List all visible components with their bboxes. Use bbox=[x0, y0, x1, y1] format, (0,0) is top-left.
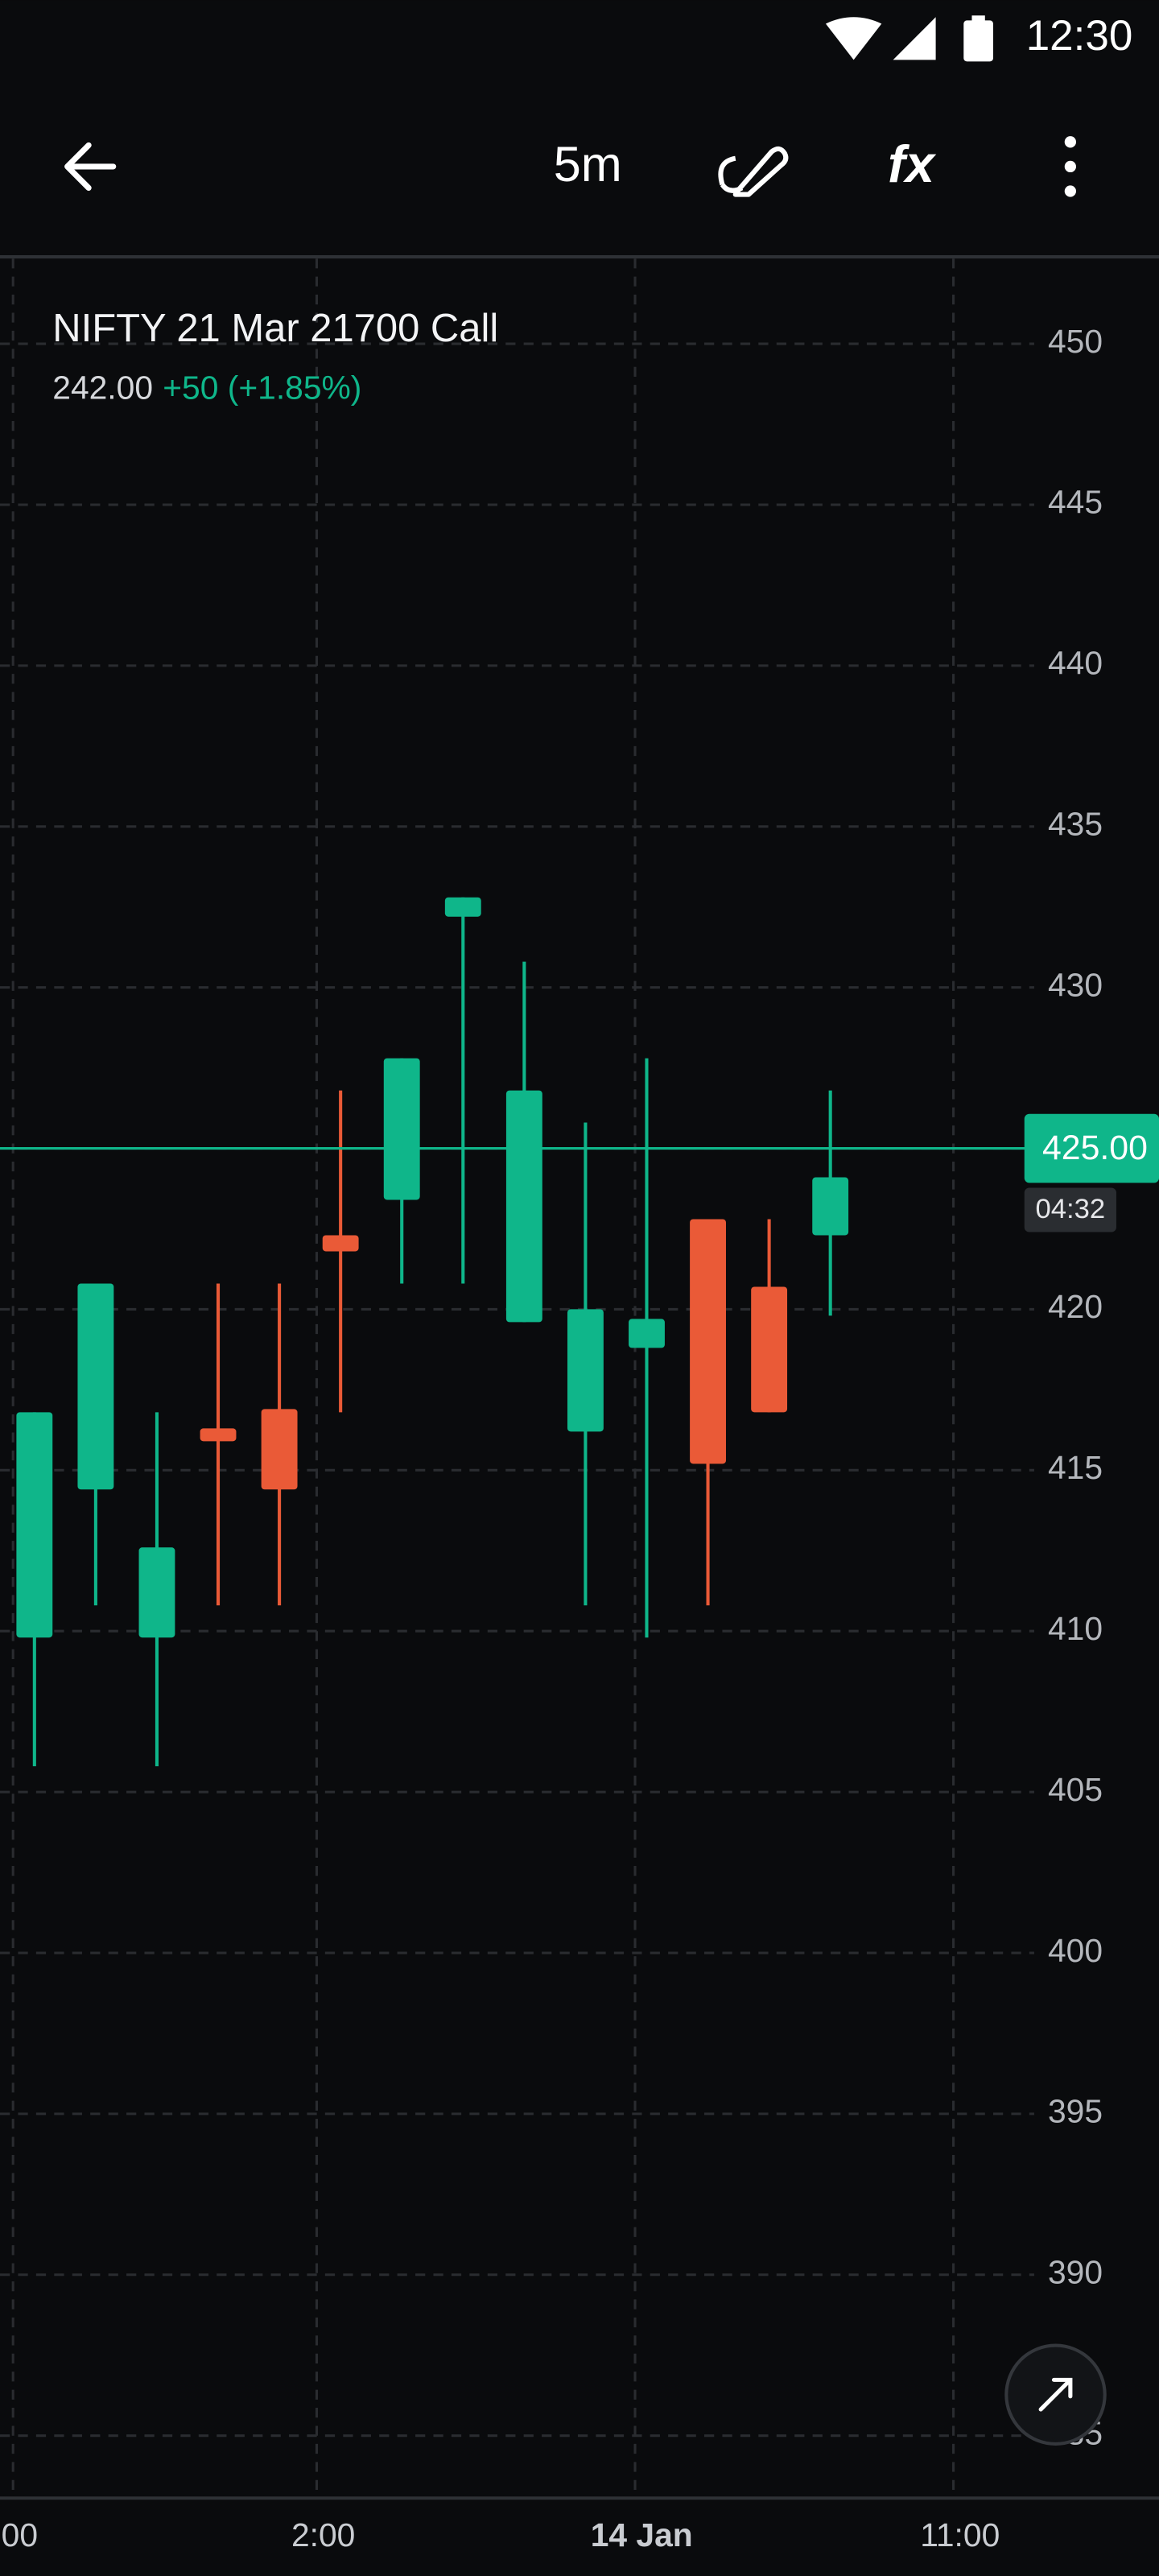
battery-icon bbox=[963, 20, 993, 62]
candle-body bbox=[383, 1058, 420, 1200]
x-tick-label: 11:00 bbox=[920, 2516, 1000, 2553]
reset-view-button[interactable] bbox=[1004, 2343, 1107, 2446]
price-summary: 242.00 +50 (+1.85%) bbox=[52, 369, 361, 406]
x-tick-label: 00 bbox=[2, 2516, 38, 2553]
price-badge bbox=[1024, 1113, 1159, 1183]
chart-title: NIFTY 21 Mar 21700 Call bbox=[52, 307, 498, 350]
candle-body bbox=[629, 1319, 665, 1348]
candle-body bbox=[751, 1286, 788, 1413]
battery-tip bbox=[971, 15, 985, 23]
x-tick-label: 14 Jan bbox=[591, 2516, 693, 2553]
clock: 12:30 bbox=[1026, 12, 1133, 60]
dot bbox=[1064, 185, 1076, 197]
draw-button[interactable] bbox=[718, 146, 789, 197]
dot bbox=[1064, 160, 1076, 173]
candle-body bbox=[138, 1547, 175, 1638]
candle-body bbox=[77, 1283, 114, 1490]
price-badge-label: 425.00 bbox=[1042, 1129, 1148, 1167]
candle-body bbox=[690, 1219, 726, 1464]
plot-area bbox=[0, 897, 1034, 1767]
countdown-label: 04:32 bbox=[1035, 1194, 1105, 1224]
arrow-icon bbox=[1038, 2377, 1073, 2412]
candle-body bbox=[261, 1409, 298, 1490]
axes: 4504454404354304254204154104054003953903… bbox=[2, 323, 1103, 2553]
overlay: 425.00 04:32 bbox=[1024, 1113, 1159, 1232]
price-change: +50 (+1.85%) bbox=[163, 369, 361, 406]
x-tick-label: 2:00 bbox=[291, 2516, 355, 2553]
wifi-icon bbox=[825, 17, 882, 60]
y-tick-label: 450 bbox=[1048, 323, 1103, 360]
pencil-icon bbox=[718, 146, 789, 197]
countdown-badge bbox=[1024, 1187, 1116, 1232]
dot bbox=[1064, 136, 1076, 148]
indicators-button[interactable]: fx bbox=[888, 134, 937, 193]
y-tick-label: 420 bbox=[1048, 1288, 1103, 1325]
y-tick-label: 435 bbox=[1048, 806, 1103, 843]
y-tick-label: 440 bbox=[1048, 645, 1103, 682]
y-tick-label: 410 bbox=[1048, 1610, 1103, 1647]
interval-button[interactable]: 5m bbox=[554, 137, 622, 192]
candle-body bbox=[505, 1090, 542, 1323]
candle-body bbox=[16, 1412, 53, 1638]
more-button[interactable] bbox=[1064, 136, 1076, 197]
back-button[interactable] bbox=[64, 142, 117, 191]
back-arrow bbox=[64, 142, 117, 191]
y-tick-label: 415 bbox=[1048, 1449, 1103, 1486]
candle-body bbox=[322, 1235, 359, 1252]
y-tick-label: 430 bbox=[1048, 966, 1103, 1003]
y-tick-label: 445 bbox=[1048, 484, 1103, 521]
y-tick-label: 395 bbox=[1048, 2093, 1103, 2130]
toolbar: 5m fx bbox=[64, 134, 1076, 197]
y-tick-label: 405 bbox=[1048, 1771, 1103, 1808]
candle-body bbox=[200, 1428, 237, 1442]
y-tick-label: 400 bbox=[1048, 1932, 1103, 1969]
last-price: 242.00 bbox=[52, 369, 153, 406]
candle-body bbox=[444, 897, 481, 917]
candle-body bbox=[812, 1177, 849, 1236]
y-tick-label: 390 bbox=[1048, 2254, 1103, 2291]
candle-body bbox=[567, 1309, 604, 1432]
